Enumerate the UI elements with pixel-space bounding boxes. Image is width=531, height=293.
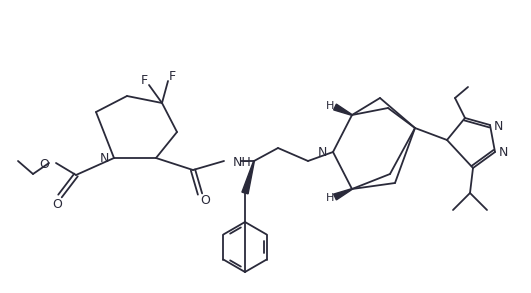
Text: O: O	[52, 198, 62, 212]
Polygon shape	[333, 189, 352, 200]
Text: F: F	[140, 74, 148, 88]
Text: H: H	[326, 193, 334, 203]
Text: F: F	[168, 69, 176, 83]
Text: N: N	[318, 146, 327, 159]
Text: NH: NH	[233, 156, 252, 168]
Text: N: N	[498, 146, 508, 159]
Text: H: H	[326, 101, 334, 111]
Text: N: N	[100, 152, 109, 166]
Text: O: O	[200, 195, 210, 207]
Text: O: O	[39, 158, 49, 171]
Text: N: N	[493, 120, 503, 132]
Polygon shape	[333, 104, 352, 115]
Polygon shape	[242, 161, 254, 194]
